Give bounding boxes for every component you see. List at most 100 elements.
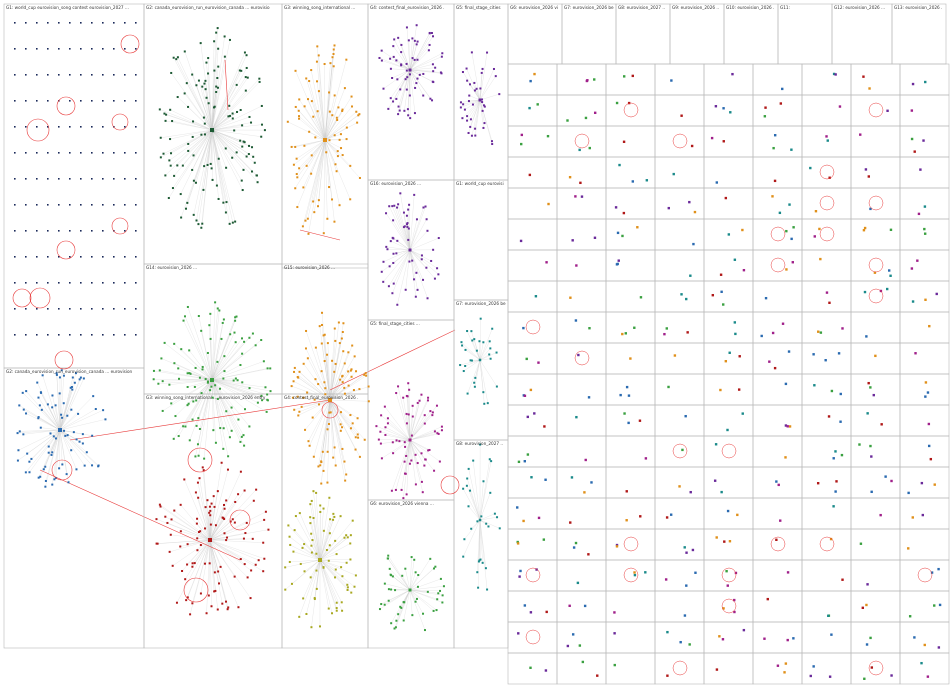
node xyxy=(47,48,49,50)
group-panel xyxy=(654,342,705,375)
node xyxy=(420,393,423,396)
node xyxy=(413,112,416,115)
node xyxy=(487,525,490,528)
node xyxy=(219,427,222,430)
node xyxy=(36,308,38,310)
node xyxy=(924,80,927,84)
node xyxy=(438,460,441,463)
node xyxy=(824,359,827,362)
node xyxy=(37,396,40,399)
edge xyxy=(292,397,331,401)
edge xyxy=(209,517,223,541)
node xyxy=(580,195,584,198)
node xyxy=(177,367,180,370)
node xyxy=(489,347,492,350)
edge xyxy=(319,559,329,609)
node xyxy=(645,179,649,182)
node xyxy=(165,113,168,116)
node xyxy=(411,404,414,407)
edge xyxy=(319,535,351,561)
node xyxy=(685,584,688,587)
node xyxy=(483,402,486,405)
node xyxy=(204,79,207,82)
edge xyxy=(211,122,252,131)
edge xyxy=(462,71,481,101)
node xyxy=(476,520,479,523)
node xyxy=(490,140,493,143)
edge xyxy=(211,78,260,131)
node xyxy=(386,248,389,251)
node xyxy=(72,431,75,434)
node xyxy=(66,414,69,417)
node xyxy=(462,103,465,106)
hub-node xyxy=(318,558,322,562)
node xyxy=(322,507,325,510)
node xyxy=(171,120,174,123)
highlight-ring xyxy=(721,598,737,614)
node xyxy=(192,154,195,157)
edge xyxy=(409,69,434,72)
node xyxy=(47,308,49,310)
edge xyxy=(211,129,250,147)
node xyxy=(380,49,383,52)
node xyxy=(298,370,301,373)
node xyxy=(394,488,397,491)
edge xyxy=(387,418,411,441)
node xyxy=(407,114,410,117)
node xyxy=(26,452,29,455)
edge xyxy=(409,439,417,485)
edge xyxy=(52,395,61,431)
group-panel xyxy=(605,373,656,406)
highlight-ring xyxy=(721,443,737,459)
node xyxy=(733,610,736,614)
group-panel xyxy=(703,404,754,437)
node xyxy=(185,207,188,210)
node xyxy=(336,155,339,158)
node xyxy=(787,350,791,353)
node xyxy=(71,376,74,379)
edge xyxy=(461,342,481,361)
node xyxy=(378,56,381,59)
edge xyxy=(211,129,244,170)
node xyxy=(334,464,337,467)
edge xyxy=(479,342,484,361)
node xyxy=(414,571,417,574)
node xyxy=(574,195,577,198)
edge xyxy=(196,85,213,131)
node xyxy=(633,571,636,574)
node xyxy=(726,584,729,587)
node xyxy=(667,206,670,210)
group-panel xyxy=(556,280,607,313)
node xyxy=(340,566,343,569)
node xyxy=(723,540,726,543)
highlight-ring xyxy=(672,133,688,149)
node xyxy=(575,415,578,419)
node xyxy=(491,327,494,330)
group-label: G7: eurovision_2026 be xyxy=(456,301,506,306)
node xyxy=(887,269,891,272)
node xyxy=(785,229,788,233)
node xyxy=(440,55,443,58)
edge xyxy=(409,433,438,441)
node xyxy=(890,674,893,677)
edge xyxy=(380,431,411,441)
group-panel xyxy=(654,218,705,251)
edge xyxy=(409,25,417,71)
node xyxy=(194,491,197,494)
edge xyxy=(209,489,257,541)
node xyxy=(350,368,353,371)
node xyxy=(666,630,669,634)
node xyxy=(417,574,420,577)
node xyxy=(615,101,619,105)
node xyxy=(859,542,863,545)
node xyxy=(479,87,482,90)
node xyxy=(184,425,187,428)
edge xyxy=(211,379,271,392)
edge xyxy=(296,139,326,175)
node xyxy=(391,236,394,239)
node xyxy=(414,295,417,298)
node xyxy=(392,452,395,455)
node xyxy=(296,375,299,378)
edge xyxy=(409,574,419,591)
node xyxy=(47,282,49,284)
